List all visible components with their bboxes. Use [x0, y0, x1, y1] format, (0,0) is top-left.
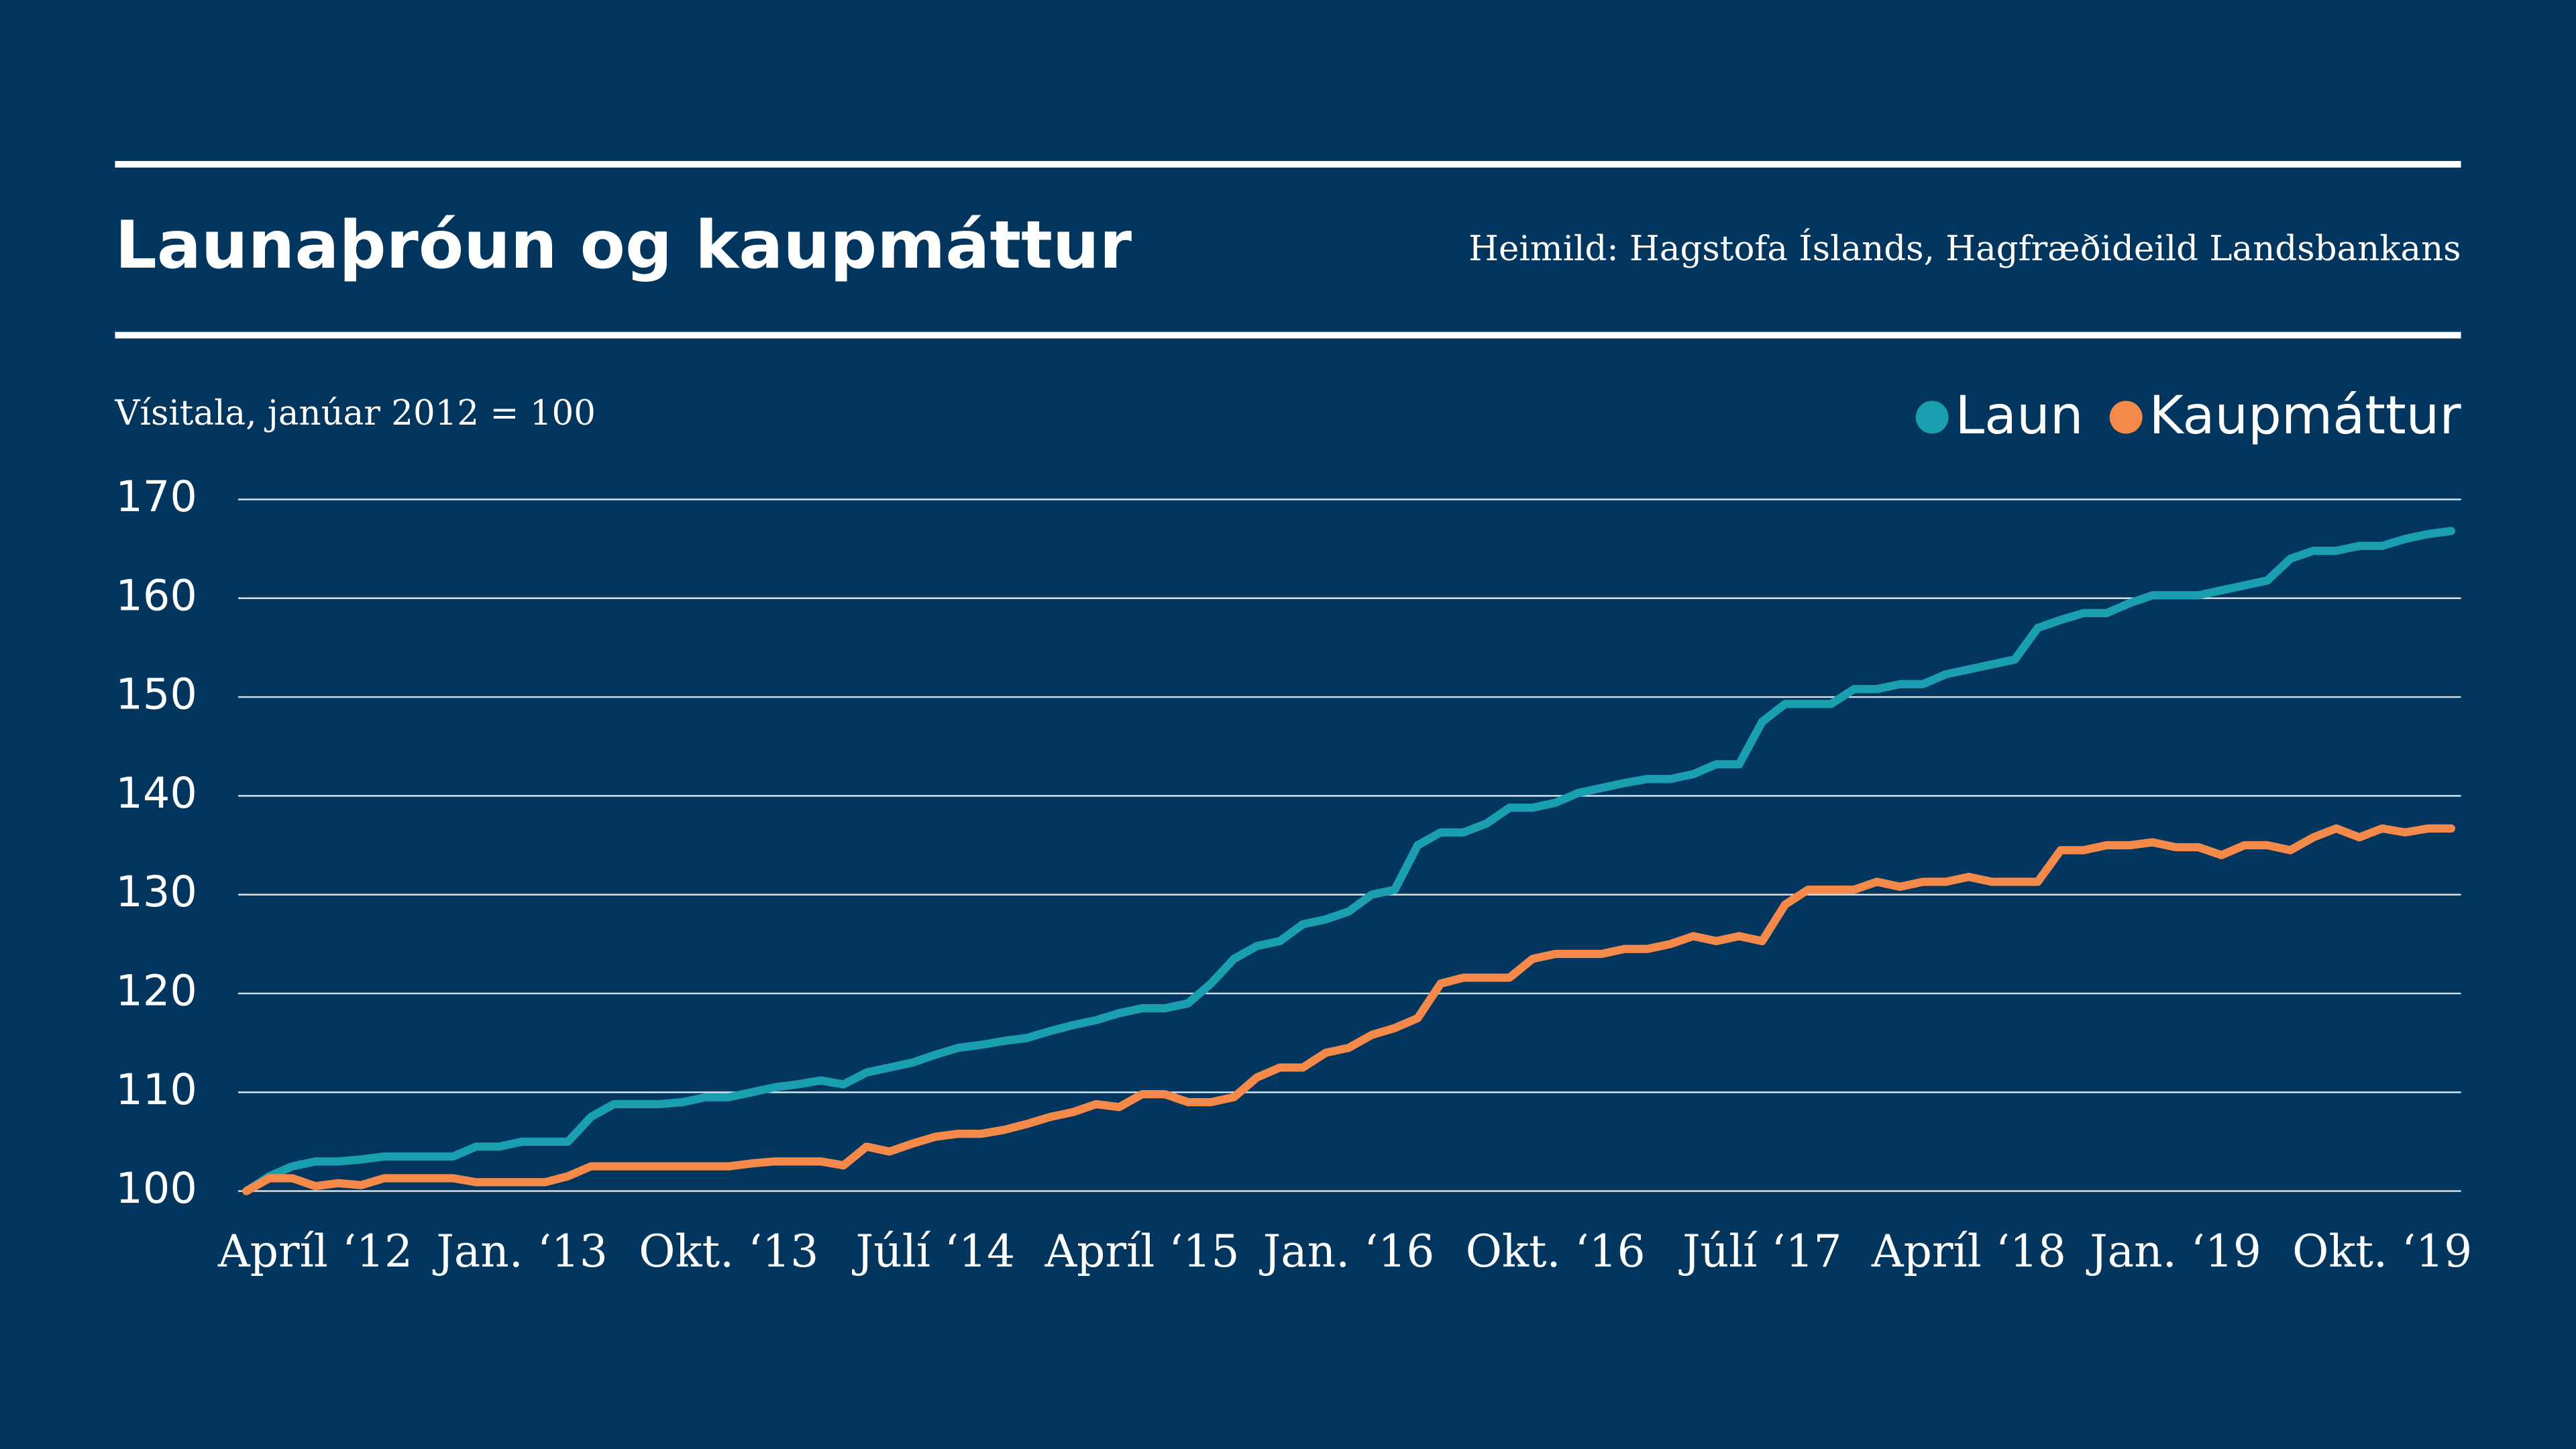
x-tick-label: Jan. ‘16 — [1259, 1226, 1435, 1277]
y-tick-label: 130 — [115, 867, 197, 917]
x-tick-label: Júlí ‘14 — [852, 1226, 1016, 1277]
y-tick-label: 120 — [115, 966, 197, 1016]
y-tick-label: 110 — [115, 1065, 197, 1115]
x-tick-label: Okt. ‘13 — [639, 1226, 818, 1277]
y-tick-label: 170 — [115, 472, 197, 522]
y-axis-label: Vísitala, janúar 2012 = 100 — [114, 393, 596, 433]
legend-swatch — [2109, 400, 2143, 434]
x-tick-label: Apríl ‘18 — [1871, 1226, 2066, 1277]
x-tick-label: Jan. ‘13 — [432, 1226, 608, 1277]
x-tick-label: Júlí ‘17 — [1678, 1226, 1842, 1277]
x-tick-label: Apríl ‘12 — [217, 1226, 413, 1277]
legend-swatch — [1915, 400, 1949, 434]
legend-label: Kaupmáttur — [2149, 385, 2461, 446]
x-tick-label: Jan. ‘19 — [2086, 1226, 2261, 1277]
chart-title: Launaþróun og kaupmáttur — [115, 207, 1132, 284]
y-tick-label: 150 — [115, 670, 197, 720]
legend-label: Laun — [1955, 385, 2083, 446]
y-tick-label: 160 — [115, 571, 197, 621]
x-tick-label: Okt. ‘16 — [1466, 1226, 1646, 1277]
source: Heimild: Hagstofa Íslands, Hagfræðideild… — [1468, 227, 2461, 269]
x-tick-label: Apríl ‘15 — [1044, 1226, 1239, 1277]
series-line — [242, 527, 2455, 1195]
series-line — [242, 824, 2455, 1195]
y-tick-label: 100 — [115, 1164, 197, 1214]
x-tick-label: Okt. ‘19 — [2292, 1226, 2472, 1277]
y-tick-label: 140 — [115, 769, 197, 818]
